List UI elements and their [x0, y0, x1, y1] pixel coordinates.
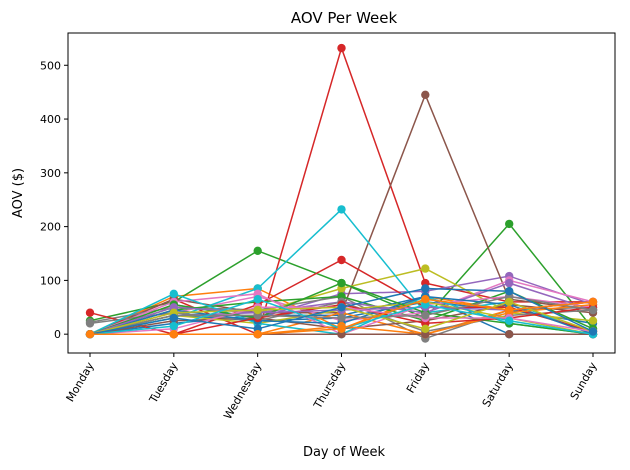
y-tick-label: 0: [54, 328, 61, 341]
data-point: [169, 321, 178, 331]
data-point: [421, 311, 430, 320]
data-point: [253, 305, 262, 315]
data-point: [253, 295, 262, 304]
data-point: [505, 219, 514, 229]
data-point: [421, 324, 430, 333]
data-point: [588, 327, 598, 336]
data-point: [253, 246, 262, 255]
x-tick-label: Friday: [404, 360, 432, 396]
data-point: [421, 284, 430, 293]
x-tick-label: Tuesday: [146, 360, 180, 407]
data-point: [337, 255, 346, 265]
data-point: [169, 313, 178, 323]
data-point: [337, 43, 346, 53]
data-point: [588, 305, 598, 315]
y-tick-label: 200: [40, 221, 61, 234]
x-axis-label: Day of Week: [303, 445, 386, 460]
data-point: [505, 297, 514, 307]
data-point: [337, 278, 346, 288]
data-point: [169, 330, 178, 339]
y-tick-label: 400: [40, 113, 61, 126]
data-point: [337, 205, 346, 214]
data-point: [421, 90, 430, 100]
data-point: [169, 289, 178, 298]
data-point: [505, 278, 514, 288]
data-point: [505, 330, 514, 339]
data-point: [85, 319, 95, 328]
y-axis-label: AOV ($): [11, 168, 26, 218]
x-axis: Monday Tuesday Wednesday Thursday Friday Satu…: [64, 353, 600, 422]
chart-title: AOV Per Week: [291, 9, 398, 27]
data-point: [337, 324, 346, 333]
data-point: [85, 308, 95, 317]
data-point: [505, 287, 514, 296]
x-tick-label: Thursday: [311, 360, 349, 412]
y-axis: 0 100 200 300 400 500: [40, 59, 68, 341]
data-point: [85, 330, 95, 339]
y-tick-label: 100: [40, 274, 61, 287]
data-point: [505, 305, 514, 315]
series-32: [85, 295, 598, 339]
plot-area: [85, 43, 598, 343]
data-point: [337, 313, 346, 323]
y-tick-label: 500: [40, 59, 61, 72]
data-point: [337, 303, 346, 312]
data-point: [253, 330, 262, 339]
x-tick-label: Monday: [64, 360, 97, 405]
y-tick-label: 300: [40, 167, 61, 180]
data-point: [588, 297, 598, 307]
x-tick-label: Wednesday: [221, 360, 264, 422]
x-tick-label: Saturday: [480, 360, 516, 410]
data-point: [421, 264, 430, 273]
data-point: [588, 316, 598, 325]
data-point: [421, 295, 430, 304]
x-tick-label: Sunday: [568, 360, 600, 403]
data-point: [505, 316, 514, 325]
